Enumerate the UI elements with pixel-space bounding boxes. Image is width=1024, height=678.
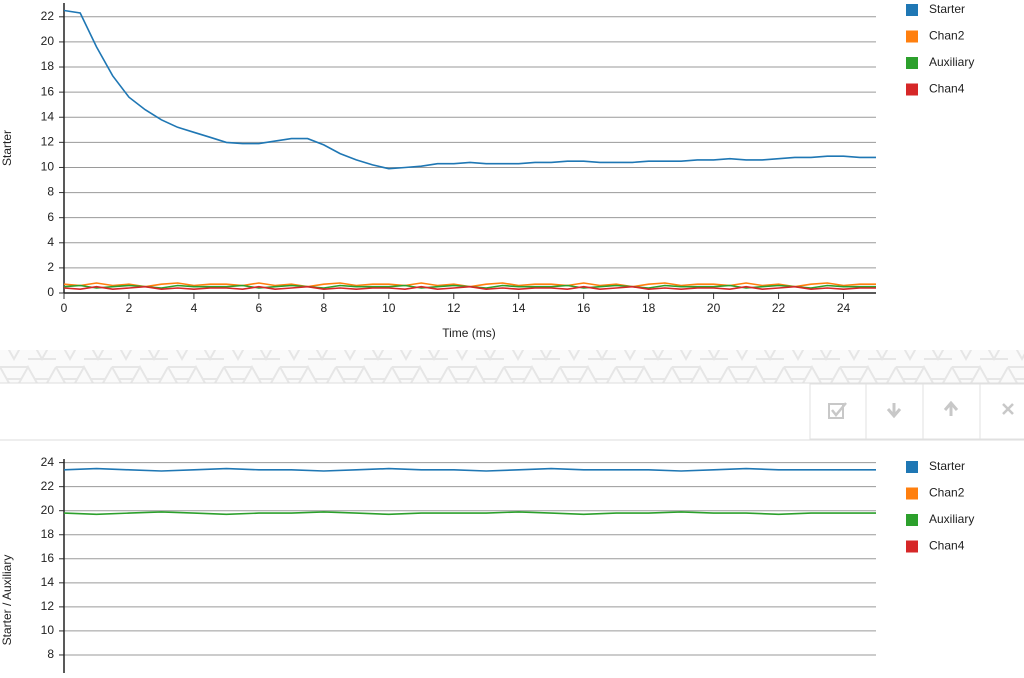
y-tick-label: 24 <box>41 455 55 469</box>
y-tick-label: 16 <box>41 84 55 98</box>
x-tick-label: 12 <box>447 301 461 315</box>
legend-swatch <box>906 540 918 553</box>
y-tick-label: 16 <box>41 551 55 565</box>
legend-swatch <box>906 30 918 43</box>
series-line <box>64 285 876 291</box>
x-tick-label: 14 <box>512 301 526 315</box>
y-tick-label: 14 <box>41 575 55 589</box>
y-tick-label: 4 <box>47 235 54 249</box>
legend-text: Auxiliary <box>929 55 974 69</box>
legend-text: Starter <box>929 459 965 473</box>
y-tick-label: 22 <box>41 479 55 493</box>
y-tick-label: 8 <box>47 647 54 661</box>
plot-area <box>64 467 876 516</box>
x-tick-label: 4 <box>191 301 198 315</box>
x-tick-label: 10 <box>382 301 396 315</box>
y-tick-label: 14 <box>41 109 55 123</box>
legend-text: Chan4 <box>929 82 965 96</box>
y-axis-label: Starter / Auxiliary <box>0 555 14 646</box>
y-axis-label: Starter <box>0 130 14 166</box>
series-line <box>64 467 876 472</box>
y-tick-label: 20 <box>41 34 55 48</box>
x-tick-label: 6 <box>256 301 263 315</box>
y-tick-label: 10 <box>41 160 55 174</box>
series-line <box>64 9 876 170</box>
x-tick-label: 2 <box>126 301 133 315</box>
legend-text: Starter <box>929 2 965 16</box>
legend-swatch <box>906 57 918 69</box>
legend-swatch <box>906 487 918 500</box>
check-button[interactable] <box>809 383 867 440</box>
move-down-button[interactable] <box>865 383 924 440</box>
y-tick-label: 18 <box>41 59 55 73</box>
legend-text: Chan2 <box>929 29 965 43</box>
legend-swatch <box>906 83 918 96</box>
toolbar <box>0 382 1024 441</box>
x-tick-label: 16 <box>577 301 591 315</box>
y-tick-label: 12 <box>41 599 55 613</box>
x-tick-label: 24 <box>837 301 851 315</box>
legend-text: Chan4 <box>929 539 965 553</box>
x-tick-label: 22 <box>772 301 786 315</box>
y-tick-label: 0 <box>47 285 54 299</box>
y-tick-label: 8 <box>47 185 54 199</box>
legend-swatch <box>906 461 918 473</box>
legend-text: Chan2 <box>929 486 965 500</box>
plot-area <box>64 9 876 291</box>
y-tick-label: 10 <box>41 623 55 637</box>
legend-swatch <box>906 4 918 16</box>
y-tick-label: 12 <box>41 135 55 149</box>
x-tick-label: 18 <box>642 301 656 315</box>
y-tick-label: 2 <box>47 260 54 274</box>
close-button[interactable] <box>979 383 1024 440</box>
legend-swatch <box>906 514 918 526</box>
series-line <box>64 511 876 516</box>
x-tick-label: 8 <box>320 301 327 315</box>
legend-text: Auxiliary <box>929 512 974 526</box>
y-tick-label: 18 <box>41 527 55 541</box>
y-tick-label: 20 <box>41 503 55 517</box>
x-axis-label: Time (ms) <box>442 326 496 340</box>
y-tick-label: 6 <box>47 210 54 224</box>
y-tick-label: 22 <box>41 9 55 23</box>
chart: 8 10 12 14 16 18 20 22 24 Starter / Auxiliary Star… <box>0 455 974 673</box>
x-tick-label: 0 <box>61 301 68 315</box>
x-tick-label: 20 <box>707 301 721 315</box>
divider-pattern <box>0 350 1024 383</box>
move-up-button[interactable] <box>922 383 981 440</box>
